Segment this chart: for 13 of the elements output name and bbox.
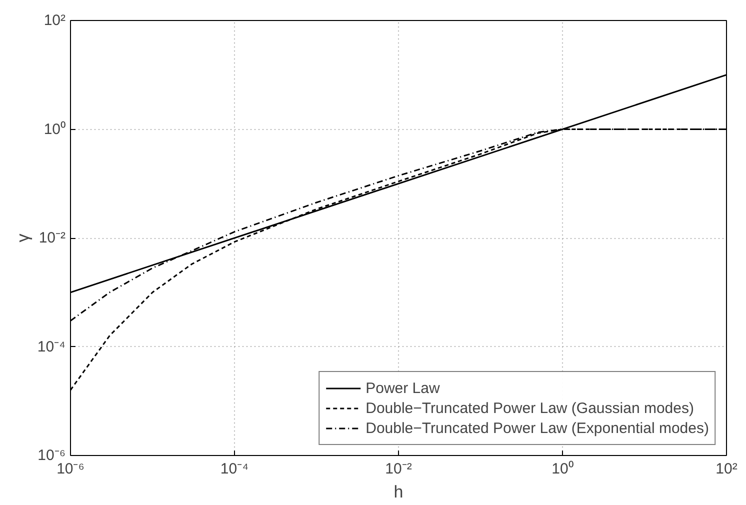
y-axis-title: γ xyxy=(13,233,32,242)
x-tick-label: 10⁻⁴ xyxy=(220,460,249,478)
y-tick-label: 10⁻⁴ xyxy=(37,338,66,356)
y-tick-label: 10⁻² xyxy=(38,230,66,246)
legend-label: Power Law xyxy=(366,380,440,396)
y-tick-label: 10⁰ xyxy=(44,120,66,138)
x-tick-label: 10⁻² xyxy=(385,460,412,478)
legend-label: Double−Truncated Power Law (Exponential modes) xyxy=(366,420,709,436)
y-tick-label: 10² xyxy=(44,12,66,29)
legend-label: Double−Truncated Power Law (Gaussian modes) xyxy=(366,400,694,416)
x-axis-title: h xyxy=(394,482,404,502)
x-tick-label: 10² xyxy=(716,460,738,478)
x-tick-label: 10⁰ xyxy=(552,460,574,478)
